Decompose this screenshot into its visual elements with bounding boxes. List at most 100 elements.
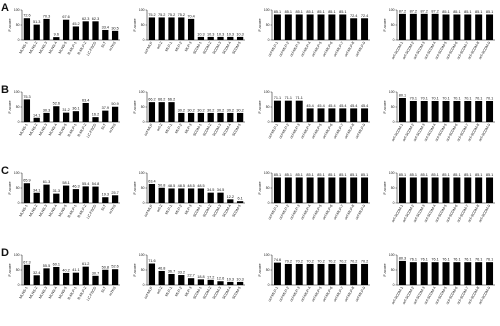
- x-tick-label: R-MLP-1: [67, 41, 78, 55]
- value-label: 85.1: [486, 10, 493, 14]
- x-tick-label: ocf-MLP-4: [300, 41, 312, 57]
- bar: [453, 100, 461, 122]
- x-tick-label: ocf-MLP-3: [289, 41, 301, 57]
- bar: [72, 26, 80, 40]
- y-tick-label: 50: [266, 105, 270, 109]
- bar: [284, 14, 292, 40]
- x-tick-label: MLP-2: [174, 204, 183, 215]
- x-tick-label: MLNS-1: [19, 286, 29, 299]
- value-label: 85.1: [453, 173, 460, 177]
- x-tick-label: ocf-MLP-3: [289, 204, 301, 220]
- bar: [475, 262, 483, 285]
- value-label: 46.8: [158, 266, 165, 270]
- x-tick-label: ocf-SCDM-9: [478, 41, 491, 60]
- bar: [158, 187, 165, 203]
- x-tick-label: ocf-MLP-1: [267, 204, 279, 220]
- y-tick-label: 100: [264, 253, 270, 257]
- bar: [53, 193, 60, 203]
- value-label: 12.2: [227, 195, 234, 199]
- y-tick-label: 50: [16, 23, 20, 27]
- value-label: 85.1: [475, 173, 482, 177]
- y-tick-label: 0: [268, 120, 270, 124]
- x-tick-label: SCDM-4: [222, 123, 232, 137]
- x-tick-label: MLP-3: [184, 286, 193, 297]
- value-label: 10.3: [207, 32, 214, 36]
- bar: [23, 264, 31, 285]
- bar: [317, 263, 325, 285]
- value-label: 45.4: [317, 104, 324, 108]
- value-label: 85.1: [442, 173, 449, 177]
- bar: [284, 263, 292, 285]
- value-label: 74.6: [274, 258, 281, 262]
- bar: [350, 177, 358, 203]
- x-tick-label: mTKS: [108, 285, 117, 296]
- value-label: 85.1: [274, 10, 281, 14]
- value-label: 70.1: [442, 96, 449, 100]
- x-tick-label: ocf-MLP-2: [278, 123, 290, 139]
- x-tick-label: MLP-2: [174, 286, 183, 297]
- y-axis-label: F-score: [383, 264, 387, 277]
- x-tick-label: MLNS-4: [48, 123, 58, 136]
- bar: [158, 102, 165, 122]
- y-tick-label: 0: [18, 201, 20, 205]
- y-tick-label: 0: [18, 283, 20, 287]
- value-label: 71.1: [285, 96, 292, 100]
- bar: [398, 177, 406, 203]
- y-axis-label: F-score: [383, 182, 387, 195]
- x-tick-label: SCDM-4: [222, 286, 232, 300]
- x-tick-label: SCDM-2: [202, 204, 212, 218]
- y-tick-label: 0: [268, 201, 270, 205]
- value-label: 34.1: [33, 188, 40, 192]
- value-label: 85.1: [296, 10, 303, 14]
- bar: [23, 99, 31, 122]
- value-label: 31.2: [62, 108, 69, 112]
- value-label: 85.1: [306, 173, 313, 177]
- bar: [442, 14, 450, 40]
- bar: [306, 177, 314, 203]
- y-tick-label: 50: [391, 186, 395, 190]
- x-tick-label: MLP-1: [164, 204, 173, 215]
- x-tick-label: MLNS-3: [38, 123, 48, 136]
- x-tick-label: SCDM-1: [192, 123, 202, 137]
- value-label: 60.1: [53, 262, 60, 266]
- x-tick-label: R-MLP-1: [67, 286, 78, 300]
- bar: [197, 36, 205, 40]
- bar: [82, 102, 89, 122]
- y-tick-label: 100: [389, 90, 395, 94]
- value-label: 70.1: [486, 96, 493, 100]
- value-label: 70.2: [317, 259, 324, 263]
- y-tick-label: 100: [389, 8, 395, 12]
- x-tick-label: SCDM-5: [231, 204, 241, 218]
- x-tick-label: R-MLP-2: [77, 41, 88, 55]
- value-label: 10.3: [236, 32, 243, 36]
- x-tick-label: MLP-2: [174, 123, 183, 134]
- x-tick-label: ocf-MLP-8: [344, 41, 356, 57]
- value-label: 62.3: [92, 17, 99, 21]
- value-label: 71.1: [274, 96, 281, 100]
- x-tick-label: MLNS-3: [38, 286, 48, 299]
- y-tick-label: 50: [141, 268, 145, 272]
- y-tick-label: 0: [143, 120, 145, 124]
- value-label: 66.2: [168, 98, 175, 102]
- y-tick-label: 0: [393, 201, 395, 205]
- x-tick-label: MLNS-1: [19, 123, 29, 136]
- bar: [453, 177, 461, 203]
- bar: [431, 100, 439, 122]
- bar: [207, 279, 214, 285]
- value-label: 55.5: [43, 264, 50, 268]
- value-label: 67.6: [62, 15, 69, 19]
- bar: [227, 199, 234, 203]
- x-tick-label: MLNS-4: [48, 204, 58, 217]
- value-label: 87.2: [431, 9, 438, 13]
- value-label: 80.3: [399, 256, 406, 260]
- y-tick-label: 50: [266, 186, 270, 190]
- x-tick-label: ocf-2: [156, 123, 163, 132]
- value-label: 76.1: [464, 258, 471, 262]
- y-axis-label: F-score: [133, 182, 137, 195]
- value-label: 70.2: [328, 259, 335, 263]
- value-label: 10.3: [217, 32, 224, 36]
- x-tick-label: ocf-MLP-5: [311, 41, 323, 57]
- bar: [361, 18, 369, 40]
- x-tick-label: ocf-MLP: [143, 285, 153, 299]
- value-label: 40.2: [62, 268, 69, 272]
